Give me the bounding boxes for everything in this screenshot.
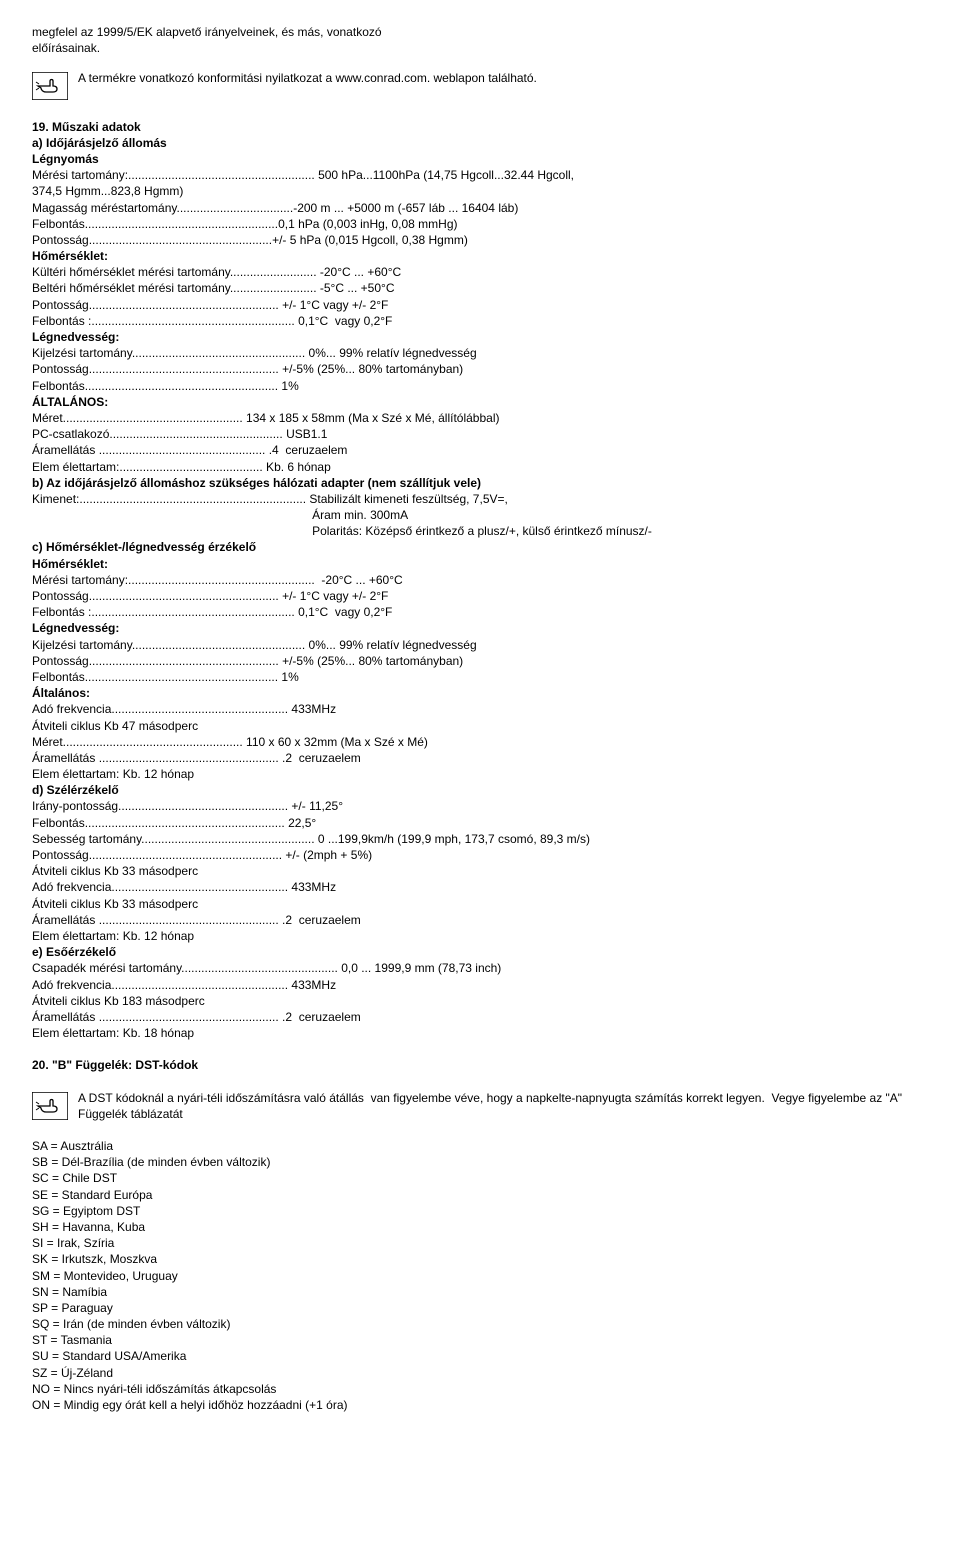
dst-code-item: SB = Dél-Brazília (de minden évben válto… xyxy=(32,1154,928,1170)
d-l2: Felbontás...............................… xyxy=(32,815,928,831)
conformity-note: A termékre vonatkozó konformitási nyilat… xyxy=(32,70,928,104)
general-c-l1: Adó frekvencia..........................… xyxy=(32,701,928,717)
dst-code-item: SQ = Irán (de minden évben változik) xyxy=(32,1316,928,1332)
temp-heading-a: Hőmérséklet: xyxy=(32,248,928,264)
dst-code-item: SE = Standard Európa xyxy=(32,1187,928,1203)
e-l5: Elem élettartam: Kb. 18 hónap xyxy=(32,1025,928,1041)
dst-note: A DST kódoknál a nyári-téli időszámításr… xyxy=(32,1090,928,1124)
dst-code-item: SZ = Új-Zéland xyxy=(32,1365,928,1381)
pressure-heading: Légnyomás xyxy=(32,151,928,167)
temp-a-l3: Pontosság...............................… xyxy=(32,297,928,313)
pressure-l3: Magasság méréstartomány.................… xyxy=(32,200,928,216)
s19-e-title: e) Esőérzékelő xyxy=(32,944,928,960)
dst-code-item: SC = Chile DST xyxy=(32,1170,928,1186)
general-c-l2: Átviteli ciklus Kb 47 másodperc xyxy=(32,718,928,734)
dst-code-item: SN = Namíbia xyxy=(32,1284,928,1300)
e-l3: Átviteli ciklus Kb 183 másodperc xyxy=(32,993,928,1009)
temp-c-l2: Pontosság...............................… xyxy=(32,588,928,604)
dst-code-item: ST = Tasmania xyxy=(32,1332,928,1348)
d-l1: Irány-pontosság.........................… xyxy=(32,798,928,814)
humid-a-l3: Felbontás...............................… xyxy=(32,378,928,394)
hand-pointing-icon xyxy=(32,1090,68,1124)
general-heading-a: ÁLTALÁNOS: xyxy=(32,394,928,410)
hand-pointing-icon xyxy=(32,70,68,104)
d-l3: Sebesség tartomány......................… xyxy=(32,831,928,847)
dst-note-text: A DST kódoknál a nyári-téli időszámításr… xyxy=(78,1090,928,1122)
general-c-l3: Méret...................................… xyxy=(32,734,928,750)
pressure-l1: Mérési tartomány:.......................… xyxy=(32,167,928,183)
pressure-l2: 374,5 Hgmm...823,8 Hgmm) xyxy=(32,183,928,199)
humid-heading-a: Légnedvesség: xyxy=(32,329,928,345)
b-l3: Polaritás: Középső érintkező a plusz/+, … xyxy=(32,523,928,539)
dst-code-item: SG = Egyiptom DST xyxy=(32,1203,928,1219)
general-heading-c: Általános: xyxy=(32,685,928,701)
d-l7: Átviteli ciklus Kb 33 másodperc xyxy=(32,896,928,912)
b-l1: Kimenet:................................… xyxy=(32,491,928,507)
general-c-l4: Áramellátás ............................… xyxy=(32,750,928,766)
humid-heading-c: Légnedvesség: xyxy=(32,620,928,636)
pressure-l5: Pontosság...............................… xyxy=(32,232,928,248)
s19-c-title: c) Hőmérséklet-/légnedvesség érzékelő xyxy=(32,539,928,555)
section-20-heading: 20. "B" Függelék: DST-kódok xyxy=(32,1057,928,1073)
dst-code-item: SH = Havanna, Kuba xyxy=(32,1219,928,1235)
general-c-l5: Elem élettartam: Kb. 12 hónap xyxy=(32,766,928,782)
temp-c-l1: Mérési tartomány:.......................… xyxy=(32,572,928,588)
pressure-l4: Felbontás...............................… xyxy=(32,216,928,232)
temp-a-l4: Felbontás :.............................… xyxy=(32,313,928,329)
temp-c-l3: Felbontás :.............................… xyxy=(32,604,928,620)
b-l2: Áram min. 300mA xyxy=(32,507,928,523)
dst-code-item: SI = Irak, Szíria xyxy=(32,1235,928,1251)
conformity-note-text: A termékre vonatkozó konformitási nyilat… xyxy=(78,70,537,86)
e-l2: Adó frekvencia..........................… xyxy=(32,977,928,993)
general-a-l2: PC-csatlakozó...........................… xyxy=(32,426,928,442)
dst-code-item: SK = Irkutszk, Moszkva xyxy=(32,1251,928,1267)
humid-c-l3: Felbontás...............................… xyxy=(32,669,928,685)
general-a-l3: Áramellátás ............................… xyxy=(32,442,928,458)
e-l4: Áramellátás ............................… xyxy=(32,1009,928,1025)
temp-a-l1: Kültéri hőmérséklet mérési tartomány....… xyxy=(32,264,928,280)
d-l6: Adó frekvencia..........................… xyxy=(32,879,928,895)
dst-code-item: SM = Montevideo, Uruguay xyxy=(32,1268,928,1284)
general-a-l1: Méret...................................… xyxy=(32,410,928,426)
s19-b-title: b) Az időjárásjelző állomáshoz szükséges… xyxy=(32,475,928,491)
humid-a-l1: Kijelzési tartomány.....................… xyxy=(32,345,928,361)
dst-code-item: SA = Ausztrália xyxy=(32,1138,928,1154)
s19-a-title: a) Időjárásjelző állomás xyxy=(32,135,928,151)
section-19-heading: 19. Műszaki adatok xyxy=(32,119,928,135)
d-l9: Elem élettartam: Kb. 12 hónap xyxy=(32,928,928,944)
e-l1: Csapadék mérési tartomány...............… xyxy=(32,960,928,976)
general-a-l4: Elem élettartam:........................… xyxy=(32,459,928,475)
d-l5: Átviteli ciklus Kb 33 másodperc xyxy=(32,863,928,879)
d-l8: Áramellátás ............................… xyxy=(32,912,928,928)
d-l4: Pontosság...............................… xyxy=(32,847,928,863)
humid-c-l2: Pontosság...............................… xyxy=(32,653,928,669)
temp-heading-c: Hőmérséklet: xyxy=(32,556,928,572)
dst-code-item: NO = Nincs nyári-téli időszámítás átkapc… xyxy=(32,1381,928,1397)
dst-code-list: SA = AusztráliaSB = Dél-Brazília (de min… xyxy=(32,1138,928,1413)
s19-d-title: d) Szélérzékelő xyxy=(32,782,928,798)
dst-code-item: SU = Standard USA/Amerika xyxy=(32,1348,928,1364)
humid-c-l1: Kijelzési tartomány.....................… xyxy=(32,637,928,653)
intro-paragraph: megfelel az 1999/5/EK alapvető irányelve… xyxy=(32,24,928,56)
humid-a-l2: Pontosság...............................… xyxy=(32,361,928,377)
temp-a-l2: Beltéri hőmérséklet mérési tartomány....… xyxy=(32,280,928,296)
dst-code-item: ON = Mindig egy órát kell a helyi időhöz… xyxy=(32,1397,928,1413)
dst-code-item: SP = Paraguay xyxy=(32,1300,928,1316)
